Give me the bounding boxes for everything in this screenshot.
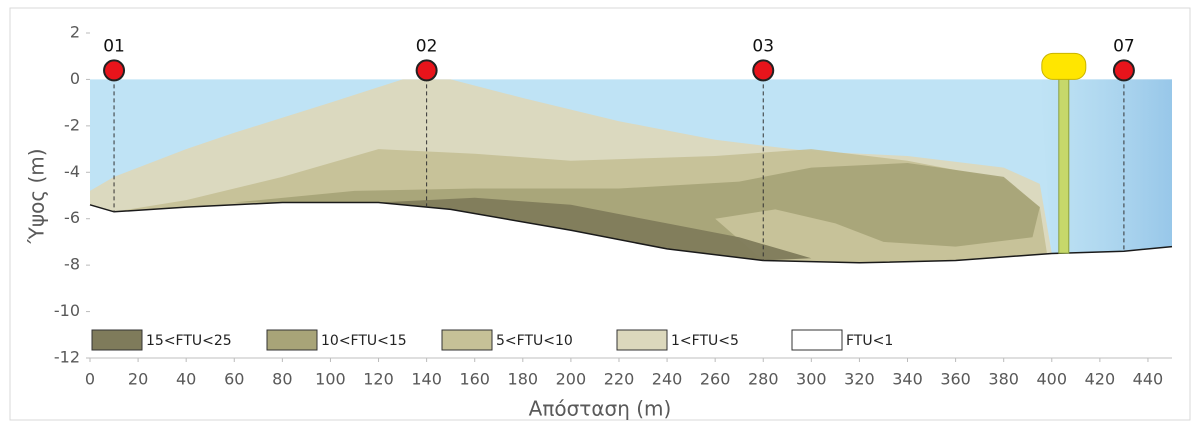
x-tick-label: 320: [844, 370, 875, 389]
station-label: 01: [103, 36, 125, 56]
x-tick-label: 440: [1133, 370, 1164, 389]
legend-swatch: [91, 329, 143, 351]
y-tick-label: 0: [70, 69, 80, 88]
station-marker: [1112, 59, 1135, 82]
x-tick-label: 100: [315, 370, 346, 389]
x-tick-label: 40: [176, 370, 196, 389]
deep-water: [1039, 79, 1172, 254]
station-marker: [415, 59, 438, 82]
y-tick-label: -12: [54, 348, 80, 367]
y-tick-label: -4: [64, 162, 80, 181]
legend-label: 10<FTU<15: [321, 333, 407, 349]
seabed: [89, 201, 1173, 264]
x-tick-label: 400: [1037, 370, 1068, 389]
x-tick-label: 280: [748, 370, 779, 389]
station-marker: [103, 59, 126, 82]
legend-label: 15<FTU<25: [146, 333, 232, 349]
x-tick-label: 260: [700, 370, 731, 389]
legend-label: 5<FTU<10: [496, 333, 573, 349]
x-tick-label: 180: [508, 370, 539, 389]
x-tick-label: 380: [988, 370, 1019, 389]
y-tick-label: -8: [64, 255, 80, 274]
turbidity-zone: [234, 163, 1040, 261]
y-tick-label: -10: [54, 301, 80, 320]
turbidity-zone: [378, 197, 812, 261]
x-tick-label: 0: [85, 370, 95, 389]
x-tick-label: 340: [892, 370, 923, 389]
x-tick-label: 240: [652, 370, 683, 389]
station-label: 02: [416, 36, 438, 56]
legend-swatch: [791, 329, 843, 351]
y-tick-label: -2: [64, 115, 80, 134]
legend-swatch: [616, 329, 668, 351]
y-axis-title: Ύψος (m): [25, 148, 49, 244]
legend-label: 1<FTU<5: [671, 333, 739, 349]
legend-label: FTU<1: [846, 333, 893, 349]
x-tick-label: 160: [459, 370, 490, 389]
station-marker: [752, 59, 775, 82]
buoy: [1041, 52, 1087, 80]
x-tick-label: 20: [128, 370, 148, 389]
x-tick-label: 80: [272, 370, 292, 389]
x-tick-label: 420: [1085, 370, 1116, 389]
buoy-pole: [1058, 76, 1070, 254]
legend-swatch: [266, 329, 318, 351]
legend-swatch: [441, 329, 493, 351]
y-tick-label: -6: [64, 208, 80, 227]
x-tick-label: 360: [940, 370, 971, 389]
station-label: 07: [1113, 36, 1135, 56]
station-label: 03: [752, 36, 774, 56]
x-tick-label: 200: [556, 370, 587, 389]
x-tick-label: 300: [796, 370, 827, 389]
x-tick-label: 120: [363, 370, 394, 389]
x-tick-label: 60: [224, 370, 244, 389]
x-tick-label: 140: [411, 370, 442, 389]
y-tick-label: 2: [70, 23, 80, 42]
x-axis-title: Απόσταση (m): [529, 397, 672, 421]
frame: [9, 7, 1191, 421]
x-tick-label: 220: [604, 370, 635, 389]
